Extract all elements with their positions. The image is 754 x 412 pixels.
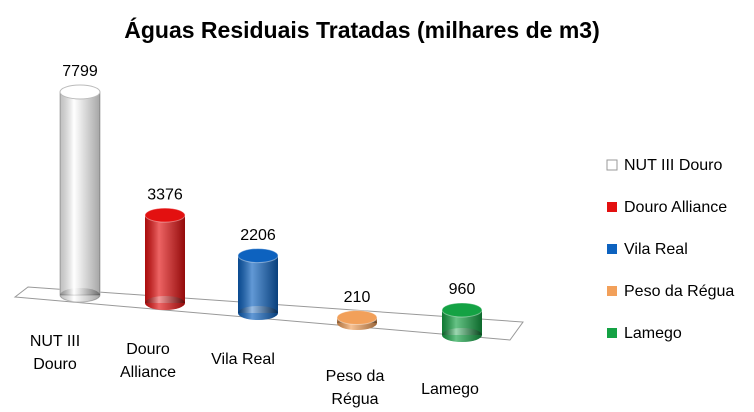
value-label: 3376	[147, 186, 183, 203]
legend-marker	[606, 159, 618, 171]
bar-shade	[238, 255, 278, 313]
value-label: 960	[449, 281, 476, 298]
legend-label: NUT III Douro	[624, 157, 723, 174]
cylinder-top	[237, 248, 279, 264]
x-tick-label: Peso da Régua	[325, 368, 385, 408]
x-tick-label: NUT III Douro	[29, 333, 81, 373]
chart-title: Águas Residuais Tratadas (milhares de m3…	[124, 16, 600, 43]
x-tick-label: Douro Alliance	[119, 341, 177, 381]
value-label: 2206	[240, 227, 276, 244]
cylinder-top	[144, 207, 186, 223]
legend-marker	[607, 328, 617, 338]
legend-marker	[607, 244, 617, 254]
legend-label: Douro Alliance	[624, 199, 727, 216]
legend-marker	[607, 202, 617, 212]
x-tick-label: Lamego	[421, 381, 479, 398]
cylinder-top	[441, 302, 483, 318]
cylinder	[237, 248, 279, 320]
bar-shade	[145, 215, 185, 303]
legend-label: Vila Real	[624, 241, 688, 258]
bar-shade	[60, 92, 100, 295]
cylinder	[336, 310, 378, 330]
cylinder	[59, 84, 101, 303]
cylinder	[441, 302, 483, 342]
cylinder-bottom-shade	[60, 288, 100, 302]
legend-label: Peso da Régua	[624, 283, 734, 300]
cylinder-bottom-shade	[145, 296, 185, 310]
cylinder	[144, 207, 186, 310]
legend-marker	[607, 286, 617, 296]
cylinder-top	[59, 84, 101, 100]
cylinder-bottom-shade	[238, 306, 278, 320]
cylinder-top	[336, 310, 378, 326]
value-label: 210	[344, 289, 371, 306]
cylinder-bottom-shade	[442, 328, 482, 342]
legend-label: Lamego	[624, 325, 682, 342]
value-label: 7799	[62, 63, 98, 80]
x-tick-label: Vila Real	[211, 351, 275, 368]
